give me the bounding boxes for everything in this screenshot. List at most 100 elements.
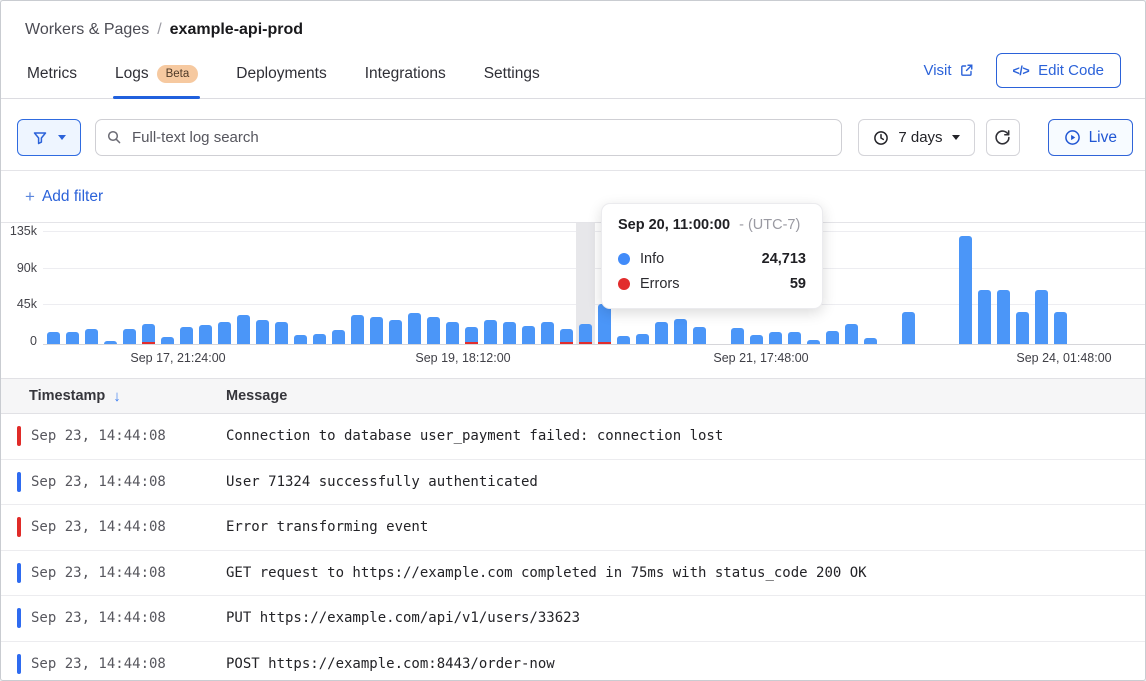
chart-bar[interactable]	[294, 335, 307, 344]
chart-bar-slot	[177, 231, 196, 344]
chart-bar-slot	[823, 231, 842, 344]
chart-bar[interactable]	[636, 334, 649, 344]
chart-bar-slot	[785, 231, 804, 344]
chart-bar[interactable]	[104, 340, 117, 344]
chart-bar-slot	[367, 231, 386, 344]
filter-dropdown-button[interactable]	[17, 119, 81, 156]
chart-bar[interactable]	[313, 334, 326, 344]
chart-bar[interactable]	[997, 290, 1010, 344]
x-axis-tick: Sep 19, 18:12:00	[415, 351, 511, 365]
chart-bar[interactable]	[579, 323, 592, 344]
info-level-indicator	[17, 608, 21, 629]
log-table-row[interactable]: Sep 23, 14:44:08 Connection to database u…	[1, 414, 1145, 460]
chart-bar[interactable]	[161, 336, 174, 344]
chart-bar[interactable]	[731, 327, 744, 344]
breadcrumb-workers-pages-link[interactable]: Workers & Pages	[25, 21, 150, 38]
chart-plot	[43, 223, 1145, 345]
log-table-row[interactable]: Sep 23, 14:44:08 POST https://example.com…	[1, 642, 1145, 681]
add-filter-button[interactable]: + Add filter	[25, 187, 103, 207]
timestamp-cell: Sep 23, 14:44:08	[1, 608, 226, 629]
chart-bar[interactable]	[978, 290, 991, 344]
chart-bar[interactable]	[541, 322, 554, 344]
visit-link[interactable]: Visit	[923, 62, 973, 79]
chart-bar[interactable]	[47, 331, 60, 344]
chart-bar[interactable]	[674, 318, 687, 344]
chart-bar[interactable]	[902, 312, 915, 344]
edit-code-button[interactable]: </> Edit Code	[995, 53, 1121, 88]
chart-bar[interactable]	[1016, 312, 1029, 344]
chart-bar[interactable]	[199, 325, 212, 344]
chart-bar[interactable]	[332, 330, 345, 344]
chart-bar[interactable]	[427, 317, 440, 344]
chart-bar[interactable]	[218, 322, 231, 344]
chart-bar-slot	[234, 231, 253, 344]
tab-settings[interactable]: Settings	[482, 53, 542, 98]
chart-bar[interactable]	[598, 304, 611, 344]
chart-bar-slot	[633, 231, 652, 344]
chart-bar[interactable]	[389, 320, 402, 344]
chart-bar-slot	[101, 231, 120, 344]
tab-logs[interactable]: Logs Beta	[112, 53, 201, 99]
time-range-dropdown[interactable]: 7 days	[858, 119, 975, 156]
chart-bar[interactable]	[275, 322, 288, 344]
chart-bar[interactable]	[446, 322, 459, 344]
chart-bar[interactable]	[66, 331, 79, 344]
chart-bar[interactable]	[503, 322, 516, 344]
chart-bar-slot	[1013, 231, 1032, 344]
chart-bar[interactable]	[123, 329, 136, 344]
chart-bar[interactable]	[465, 326, 478, 344]
tab-integrations[interactable]: Integrations	[363, 53, 448, 98]
errors-series-dot-icon	[618, 277, 630, 290]
chart-bar[interactable]	[484, 320, 497, 344]
chart-bar[interactable]	[142, 323, 155, 344]
chart-bar[interactable]	[750, 335, 763, 344]
chart-bar-slot	[557, 231, 576, 344]
chart-bar[interactable]	[85, 329, 98, 344]
chart-bar[interactable]	[845, 323, 858, 344]
chart-bar[interactable]	[864, 338, 877, 344]
chart-bar[interactable]	[769, 331, 782, 344]
log-table-row[interactable]: Sep 23, 14:44:08 User 71324 successfully …	[1, 460, 1145, 505]
chart-bar[interactable]	[1035, 290, 1048, 344]
chart-bar[interactable]	[408, 313, 421, 344]
chart-bar[interactable]	[693, 326, 706, 344]
tooltip-info-label: Info	[640, 250, 665, 267]
chart-bar[interactable]	[788, 331, 801, 344]
chart-bar[interactable]	[256, 320, 269, 344]
log-table-row[interactable]: Sep 23, 14:44:08 Error transforming event	[1, 505, 1145, 551]
chart-bar[interactable]	[560, 329, 573, 344]
chart-bar[interactable]	[617, 335, 630, 344]
external-link-icon	[959, 63, 974, 78]
chart-bar[interactable]	[522, 326, 535, 344]
chart-bar[interactable]	[807, 339, 820, 344]
chart-bar-slot	[272, 231, 291, 344]
chart-bar[interactable]	[959, 236, 972, 344]
chart-bar[interactable]	[655, 322, 668, 344]
tab-bar: Metrics Logs Beta Deployments Integrations Se…	[1, 53, 1145, 99]
chart-bar[interactable]	[351, 314, 364, 344]
search-input[interactable]	[95, 119, 843, 156]
timestamp-column-header[interactable]: Timestamp ↓	[1, 388, 226, 405]
refresh-button[interactable]	[985, 119, 1020, 156]
chart-bar[interactable]	[180, 326, 193, 344]
chart-bar[interactable]	[370, 317, 383, 344]
chart-bar[interactable]	[826, 330, 839, 344]
live-button[interactable]: Live	[1047, 119, 1133, 156]
chart-bar[interactable]	[1054, 312, 1067, 344]
x-axis-tick: Sep 24, 01:48:00	[1016, 351, 1112, 365]
search-icon	[106, 129, 122, 145]
timestamp-header-label: Timestamp	[29, 388, 106, 404]
tab-deployments[interactable]: Deployments	[234, 53, 328, 98]
log-table-row[interactable]: Sep 23, 14:44:08 PUT https://example.com/…	[1, 596, 1145, 642]
chart-bar-error-segment	[465, 341, 478, 344]
tooltip-info-value: 24,713	[761, 250, 806, 267]
chart-bar-slot	[861, 231, 880, 344]
tab-metrics[interactable]: Metrics	[25, 53, 79, 98]
log-timestamp: Sep 23, 14:44:08	[31, 473, 166, 490]
chart-bar-slot	[120, 231, 139, 344]
chart-bar[interactable]	[237, 314, 250, 344]
log-message: GET request to https://example.com compl…	[226, 564, 867, 581]
tooltip-info-row: Info 24,713	[618, 246, 806, 271]
log-table-row[interactable]: Sep 23, 14:44:08 GET request to https://e…	[1, 551, 1145, 596]
chart-bar-error-segment	[579, 341, 592, 344]
